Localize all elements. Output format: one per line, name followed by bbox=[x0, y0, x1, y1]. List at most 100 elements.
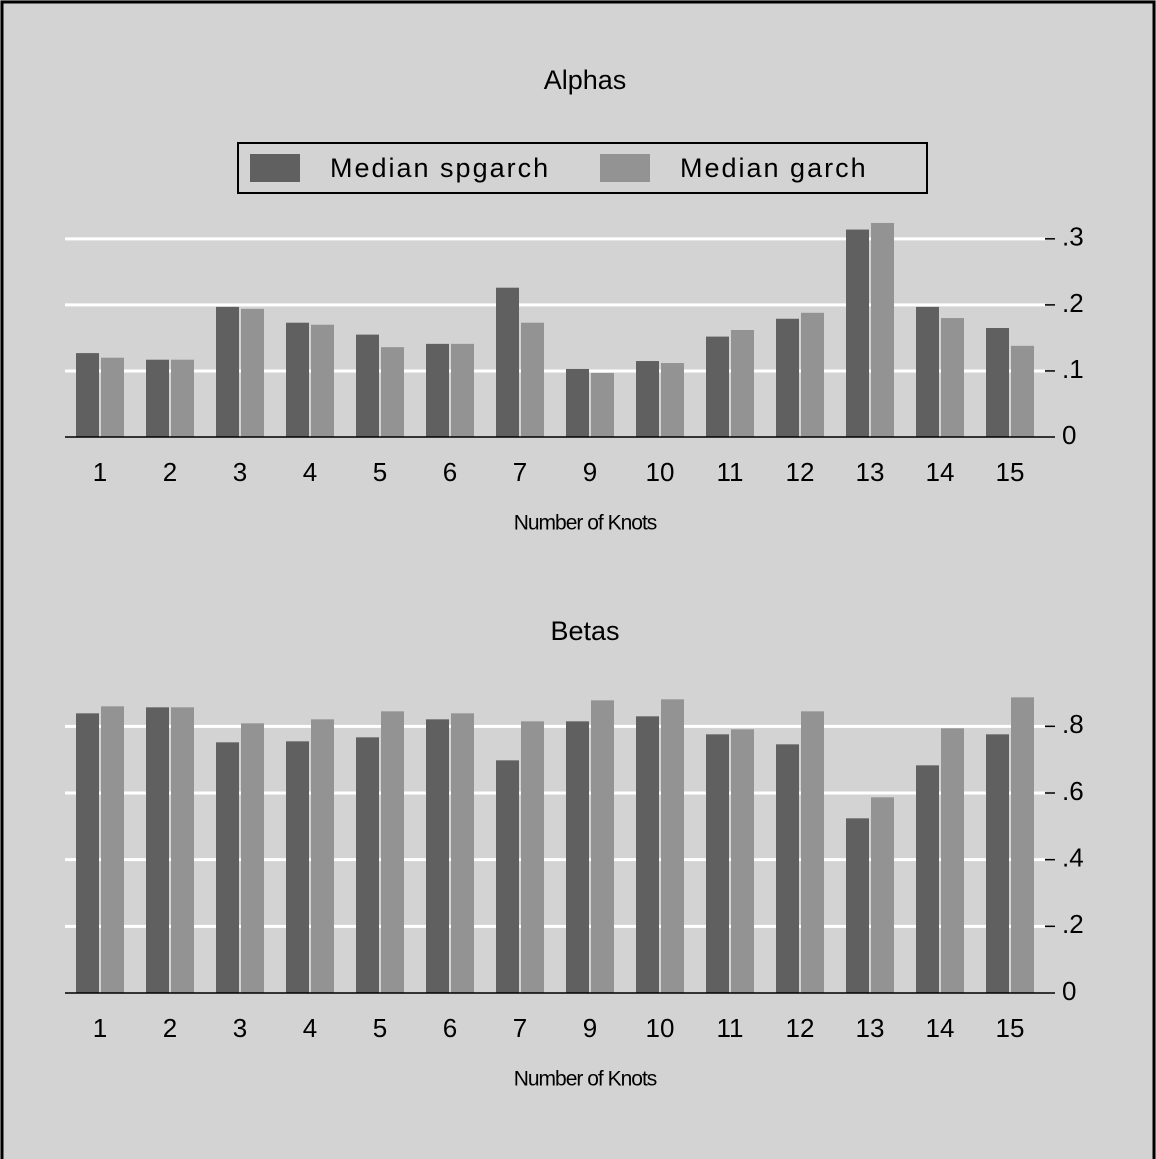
bar bbox=[521, 322, 544, 437]
bar bbox=[76, 353, 99, 437]
x-tick-label: 3 bbox=[233, 1013, 247, 1043]
x-tick-label: 11 bbox=[717, 457, 744, 487]
chart-title: Betas bbox=[550, 616, 619, 646]
legend-swatch bbox=[250, 154, 300, 182]
bar bbox=[846, 229, 869, 437]
bar bbox=[636, 361, 659, 437]
x-tick-label: 15 bbox=[996, 1013, 1025, 1043]
x-tick-label: 9 bbox=[583, 1013, 597, 1043]
bar bbox=[731, 729, 754, 993]
x-tick-label: 5 bbox=[373, 457, 387, 487]
x-axis-label: Number of Knots bbox=[514, 512, 657, 535]
y-tick-label: .2 bbox=[1062, 909, 1084, 939]
x-tick-label: 2 bbox=[163, 457, 177, 487]
y-tick-label: 0 bbox=[1062, 420, 1076, 450]
bar bbox=[801, 312, 824, 437]
bar bbox=[356, 737, 379, 993]
bar bbox=[941, 728, 964, 993]
y-tick-label: .1 bbox=[1062, 354, 1084, 384]
x-tick-label: 12 bbox=[786, 1013, 815, 1043]
bar bbox=[731, 329, 754, 437]
bar bbox=[146, 359, 169, 437]
y-tick-label: .6 bbox=[1062, 776, 1084, 806]
y-tick-label: 0 bbox=[1062, 976, 1076, 1006]
x-tick-label: 10 bbox=[646, 1013, 675, 1043]
bar bbox=[451, 343, 474, 437]
bar bbox=[286, 741, 309, 993]
x-tick-label: 5 bbox=[373, 1013, 387, 1043]
bar bbox=[706, 336, 729, 437]
bar bbox=[916, 765, 939, 993]
bar bbox=[591, 700, 614, 993]
bar bbox=[171, 707, 194, 993]
y-tick-label: .4 bbox=[1062, 843, 1084, 873]
x-tick-label: 13 bbox=[856, 1013, 885, 1043]
bar bbox=[241, 308, 264, 437]
bar bbox=[426, 343, 449, 437]
y-tick-label: .8 bbox=[1062, 709, 1084, 739]
bar bbox=[566, 368, 589, 437]
x-tick-label: 4 bbox=[303, 457, 317, 487]
bar bbox=[636, 716, 659, 993]
bar bbox=[846, 818, 869, 993]
x-tick-label: 9 bbox=[583, 457, 597, 487]
bar bbox=[496, 760, 519, 993]
bar bbox=[311, 719, 334, 993]
bar bbox=[426, 719, 449, 993]
x-tick-label: 7 bbox=[513, 1013, 527, 1043]
bar bbox=[101, 706, 124, 993]
bar bbox=[216, 742, 239, 993]
x-tick-label: 1 bbox=[93, 1013, 107, 1043]
x-tick-label: 15 bbox=[996, 457, 1025, 487]
bar bbox=[216, 306, 239, 437]
y-tick-label: .2 bbox=[1062, 288, 1084, 318]
bar bbox=[101, 357, 124, 437]
bar bbox=[1011, 697, 1034, 993]
x-tick-label: 10 bbox=[646, 457, 675, 487]
x-tick-label: 11 bbox=[717, 1013, 744, 1043]
bar bbox=[776, 744, 799, 993]
bar bbox=[941, 318, 964, 437]
bar bbox=[986, 734, 1009, 993]
x-tick-label: 14 bbox=[926, 457, 955, 487]
bar bbox=[521, 721, 544, 993]
bar bbox=[146, 707, 169, 993]
x-tick-label: 4 bbox=[303, 1013, 317, 1043]
legend-label: Median garch bbox=[680, 153, 868, 183]
legend-label: Median spgarch bbox=[330, 153, 550, 183]
bar bbox=[661, 699, 684, 993]
bar bbox=[356, 334, 379, 437]
x-tick-label: 7 bbox=[513, 457, 527, 487]
bar bbox=[381, 711, 404, 993]
legend-box bbox=[237, 142, 928, 194]
bar bbox=[381, 347, 404, 437]
bar bbox=[801, 711, 824, 993]
x-tick-label: 3 bbox=[233, 457, 247, 487]
bar bbox=[171, 359, 194, 437]
bar bbox=[986, 328, 1009, 437]
x-tick-label: 6 bbox=[443, 1013, 457, 1043]
bar bbox=[241, 723, 264, 993]
bar bbox=[661, 363, 684, 437]
bar bbox=[566, 721, 589, 993]
x-tick-label: 12 bbox=[786, 457, 815, 487]
bar bbox=[286, 322, 309, 437]
x-tick-label: 6 bbox=[443, 457, 457, 487]
x-tick-label: 13 bbox=[856, 457, 885, 487]
y-tick-label: .3 bbox=[1062, 222, 1084, 252]
x-tick-label: 1 bbox=[93, 457, 107, 487]
legend-swatch bbox=[600, 154, 650, 182]
bar bbox=[916, 306, 939, 437]
bar bbox=[311, 324, 334, 437]
bar bbox=[776, 318, 799, 437]
x-axis-label: Number of Knots bbox=[514, 1068, 657, 1091]
bar bbox=[871, 222, 894, 437]
bar bbox=[591, 372, 614, 437]
bar bbox=[871, 797, 894, 993]
x-tick-label: 2 bbox=[163, 1013, 177, 1043]
bar bbox=[76, 713, 99, 993]
bar bbox=[451, 713, 474, 993]
x-tick-label: 14 bbox=[926, 1013, 955, 1043]
